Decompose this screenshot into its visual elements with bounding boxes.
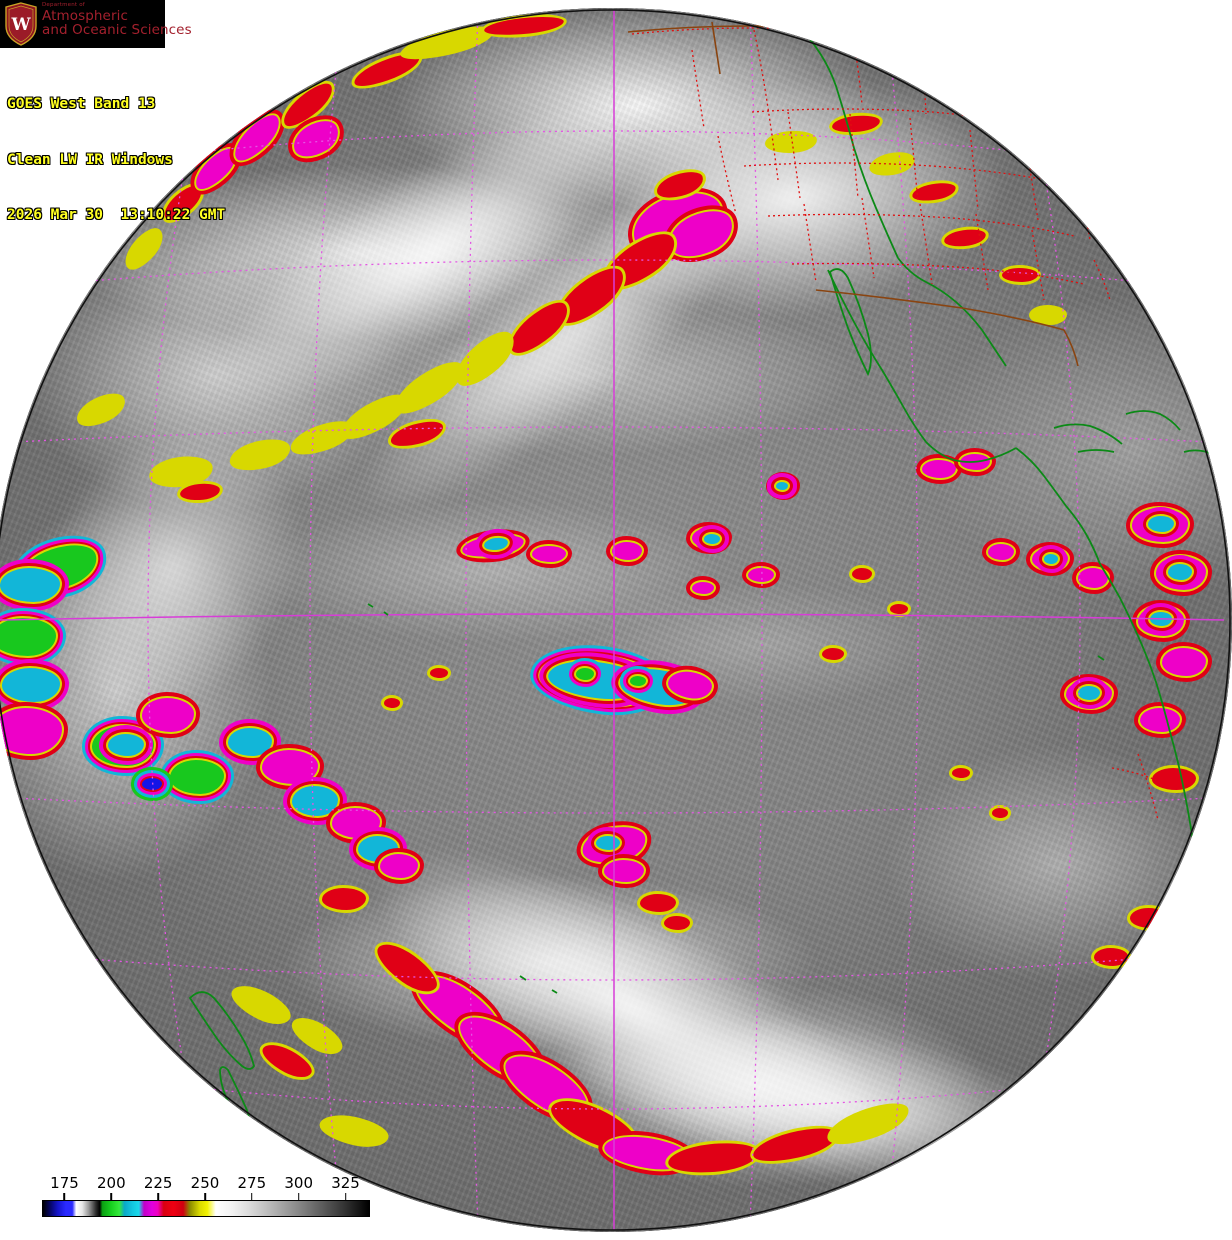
cold-cloud-blob [0,708,62,754]
coastline-north-america [797,25,1213,1095]
colorbar-tick-labels: 175 200 225 250 275 300 325 [20,1174,390,1196]
cold-cloud-blob [262,750,318,784]
cold-cloud-blob [576,668,594,680]
uw-aos-logo: W Department of Atmospheric and Oceanic … [0,0,192,48]
coastline-new-zealand [188,991,255,1128]
cold-cloud-blob [1168,564,1192,580]
cold-cloud-blob [384,698,400,708]
colorbar-tick-mark [63,1193,66,1200]
cold-cloud-blob [664,916,690,930]
colorbar-tick-label: 325 [331,1174,360,1192]
title-line-timestamp: 2026 Mar 30 13:10:22 GMT [7,207,226,224]
map-overlay-layer [0,9,1231,1231]
cold-cloud-blob [988,544,1014,560]
cold-cloud-blob [1140,708,1180,732]
cold-cloud-blob [1148,516,1174,532]
uw-crest-icon: W [5,2,37,46]
ir-imagery-disk [0,8,1232,1232]
graticule-latitude-lines [0,130,1225,1110]
cold-cloud-blob [380,854,418,878]
cold-cloud-blob [748,568,774,582]
cold-cloud-blob [108,734,144,756]
image-title-block: GOES West Band 13 Clean LW IR Windows 20… [7,58,225,262]
cold-cloud-blob [952,768,970,778]
coastline-pacific-islands [367,603,1105,994]
colorbar-tick-label: 175 [50,1174,79,1192]
cold-cloud-blob [142,778,162,790]
colorbar-tick-marks [42,1193,368,1200]
logo-wordmark: Department of Atmospheric and Oceanic Sc… [42,2,192,38]
cold-cloud-blob [142,698,194,732]
colorbar-legend: 175 200 225 250 275 300 325 [42,1174,370,1222]
title-line-product: GOES West Band 13 [7,96,156,113]
cold-cloud-blob [228,728,272,756]
cold-cloud-blob [630,676,646,686]
colorbar-tick-mark [297,1193,300,1200]
cold-cloud-blob [890,604,908,614]
title-line-channel: Clean LW IR Windows [7,151,173,168]
cold-cloud-blob [1094,948,1128,966]
graticule-longitude-lines [147,10,1081,1230]
svg-text:W: W [10,15,31,35]
cold-cloud-blob [2,668,60,702]
cold-cloud-blob [322,888,366,910]
colorbar-tick-label: 200 [96,1174,126,1192]
cold-cloud-blob [0,568,60,602]
cold-cloud-blob [332,808,380,838]
cold-cloud-blob [692,582,714,594]
earth-limb-outline [0,9,1231,1231]
colorbar-tick-mark [344,1193,347,1200]
cold-cloud-blob [1078,686,1100,700]
colorbar-gradient [42,1200,370,1217]
cold-cloud-blob [1130,908,1168,928]
colorbar-tick-mark [251,1193,253,1200]
colorbar-tick-label: 275 [237,1174,267,1192]
cold-cloud-blob [430,668,448,678]
logo-department-line: Department of [42,2,85,8]
cold-cloud-blob [852,568,872,580]
cold-cloud-blob [0,618,56,656]
cold-cloud-blob [922,460,956,478]
colorbar-tick-mark [110,1193,113,1200]
cold-cloud-blob [1162,648,1206,676]
colorbar-tick-mark [157,1193,159,1200]
cold-cloud-blob [1044,554,1058,564]
cold-cloud-blob [1152,768,1196,790]
cold-cloud-blob [822,648,844,660]
cold-cloud-blob [170,760,224,794]
political-borders-national [627,21,1079,367]
cold-cloud-blob [992,808,1008,818]
colorbar-tick-label: 300 [284,1174,313,1192]
political-borders-states [631,25,1159,821]
logo-name-line1: Atmospheric [42,7,128,24]
full-disk-globe [0,8,1232,1240]
colorbar-tick-label: 225 [143,1174,173,1192]
colorbar-tick-mark [204,1193,206,1200]
cold-cloud-blob [1078,568,1108,588]
cold-cloud-blob [776,482,788,490]
logo-name-line2: and Oceanic Sciences [42,21,192,38]
cold-cloud-blob [612,542,642,560]
cold-cloud-blob [1032,308,1064,322]
colorbar-tick-label: 250 [190,1174,220,1192]
cold-cloud-blob [292,786,338,816]
cold-cloud-blob [1002,268,1038,282]
cold-cloud-blob [532,546,566,562]
cold-cloud-blob [704,534,720,544]
cold-cloud-blob [640,894,676,912]
